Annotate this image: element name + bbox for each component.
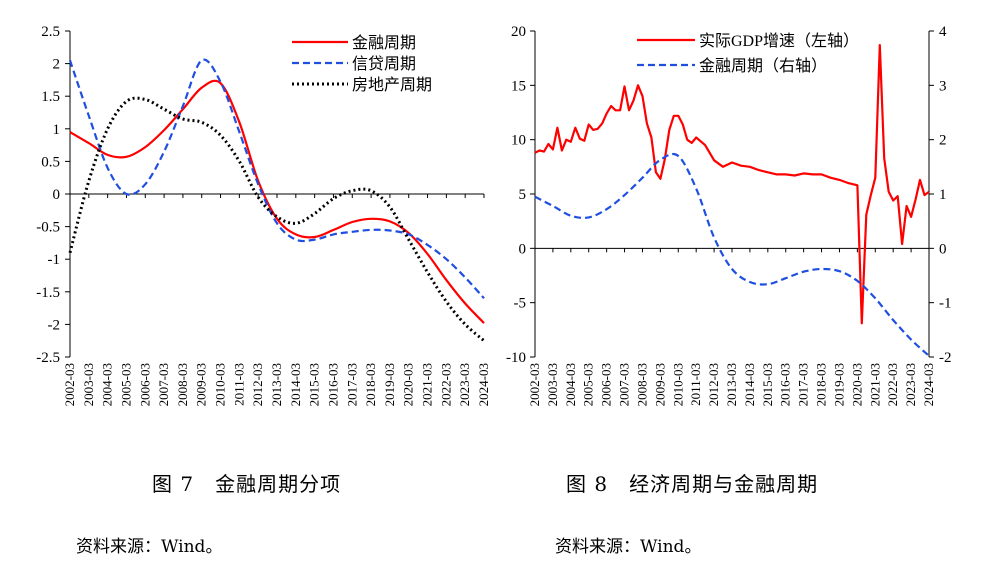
x-tick-label: 2007-03 xyxy=(617,363,632,406)
right-tick-label: 1 xyxy=(939,187,947,203)
x-tick-label: 2008-03 xyxy=(175,363,190,406)
x-tick-label: 2012-03 xyxy=(706,363,721,406)
x-tick-label: 2015-03 xyxy=(760,363,775,406)
x-tick-label: 2002-03 xyxy=(527,363,542,406)
x-tick-label: 2018-03 xyxy=(814,363,829,406)
x-tick-label: 2023-03 xyxy=(457,363,472,406)
x-tick-label: 2012-03 xyxy=(250,363,265,406)
x-tick-label: 2005-03 xyxy=(581,363,596,406)
x-tick-label: 2024-03 xyxy=(921,363,936,406)
x-tick-label: 2013-03 xyxy=(269,363,284,406)
y-tick-label: 0.5 xyxy=(41,154,60,170)
y-tick-label: 1 xyxy=(53,122,61,138)
left-tick-label: 20 xyxy=(511,24,526,40)
y-tick-label: 0 xyxy=(53,187,61,203)
series-line-3 xyxy=(68,96,485,342)
x-tick-label: 2021-03 xyxy=(420,363,435,406)
series-line-1 xyxy=(534,44,930,325)
x-tick-label: 2010-03 xyxy=(213,363,228,406)
legend-label: 金融周期（右轴） xyxy=(699,57,827,75)
x-tick-label: 2011-03 xyxy=(688,363,703,406)
x-tick-label: 2010-03 xyxy=(670,363,685,406)
x-tick-label: 2022-03 xyxy=(885,363,900,406)
figure-7-caption: 图 7 金融周期分项 xyxy=(152,472,342,496)
x-tick-label: 2014-03 xyxy=(288,363,303,406)
left-tick-label: -5 xyxy=(514,296,527,312)
x-tick-label: 2018-03 xyxy=(363,363,378,406)
right-tick-label: -1 xyxy=(939,296,952,312)
x-tick-label: 2023-03 xyxy=(903,363,918,406)
y-tick-label: 1.5 xyxy=(41,89,60,105)
x-tick-label: 2016-03 xyxy=(778,363,793,406)
left-tick-label: 10 xyxy=(511,133,526,149)
y-tick-label: -1 xyxy=(48,252,61,268)
x-tick-label: 2017-03 xyxy=(796,363,811,406)
x-tick-label: 2019-03 xyxy=(382,363,397,406)
x-tick-label: 2008-03 xyxy=(634,363,649,406)
y-tick-label: -2.5 xyxy=(36,350,60,366)
x-tick-label: 2022-03 xyxy=(438,363,453,406)
figure-7-source: 资料来源：Wind。 xyxy=(76,537,223,557)
y-tick-label: 2 xyxy=(53,57,61,73)
legend-label: 实际GDP增速（左轴） xyxy=(699,32,859,50)
x-tick-label: 2021-03 xyxy=(867,363,882,406)
x-tick-label: 2013-03 xyxy=(724,363,739,406)
series-line-2 xyxy=(534,152,930,357)
right-tick-label: 0 xyxy=(939,241,947,257)
series-line-1 xyxy=(69,79,485,324)
y-tick-label: -0.5 xyxy=(36,220,60,236)
y-tick-label: -2 xyxy=(48,317,61,333)
left-tick-label: -10 xyxy=(506,350,526,366)
x-tick-label: 2007-03 xyxy=(156,363,171,406)
x-tick-label: 2014-03 xyxy=(742,363,757,406)
x-tick-label: 2024-03 xyxy=(476,363,490,406)
x-tick-label: 2017-03 xyxy=(344,363,359,406)
right-tick-label: 3 xyxy=(939,78,947,94)
figure-8-caption: 图 8 经济周期与金融周期 xyxy=(566,472,819,496)
x-tick-label: 2020-03 xyxy=(849,363,864,406)
figure-8-source: 资料来源：Wind。 xyxy=(555,537,702,557)
x-tick-label: 2004-03 xyxy=(100,363,115,406)
x-tick-label: 2019-03 xyxy=(831,363,846,406)
x-tick-label: 2009-03 xyxy=(652,363,667,406)
x-tick-label: 2016-03 xyxy=(325,363,340,406)
x-tick-label: 2009-03 xyxy=(194,363,209,406)
y-tick-label: -1.5 xyxy=(36,285,60,301)
right-tick-label: 4 xyxy=(939,24,947,40)
x-tick-label: 2015-03 xyxy=(307,363,322,406)
right-tick-label: -2 xyxy=(939,350,952,366)
x-tick-label: 2011-03 xyxy=(231,363,246,406)
x-tick-label: 2003-03 xyxy=(81,363,96,406)
x-tick-label: 2005-03 xyxy=(118,363,133,406)
left-tick-label: 5 xyxy=(519,187,527,203)
y-tick-label: 2.5 xyxy=(41,24,60,40)
left-tick-label: 15 xyxy=(511,78,526,94)
x-tick-label: 2004-03 xyxy=(563,363,578,406)
series-line-2 xyxy=(68,58,485,300)
x-tick-label: 2006-03 xyxy=(137,363,152,406)
left-tick-label: 0 xyxy=(519,241,527,257)
x-tick-label: 2006-03 xyxy=(599,363,614,406)
right-tick-label: 2 xyxy=(939,133,947,149)
x-tick-label: 2003-03 xyxy=(545,363,560,406)
legend-label: 信贷周期 xyxy=(352,55,416,73)
x-tick-label: 2020-03 xyxy=(401,363,416,406)
legend-label: 房地产周期 xyxy=(352,76,432,94)
legend-label: 金融周期 xyxy=(352,34,416,52)
x-tick-label: 2002-03 xyxy=(62,363,77,406)
